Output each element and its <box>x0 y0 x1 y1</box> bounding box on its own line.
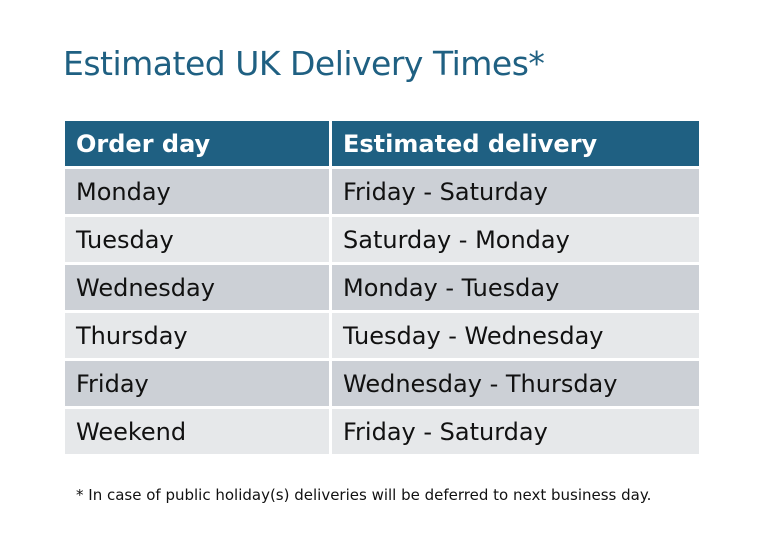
footnote: * In case of public holiday(s) deliverie… <box>76 486 652 504</box>
delivery-times-table: Order day Estimated delivery Monday Frida… <box>62 118 702 457</box>
estimated-delivery-cell: Wednesday - Thursday <box>332 361 699 406</box>
table-row: Wednesday Monday - Tuesday <box>65 265 699 310</box>
order-day-cell: Tuesday <box>65 217 329 262</box>
page-title: Estimated UK Delivery Times* <box>63 44 545 83</box>
order-day-cell: Monday <box>65 169 329 214</box>
estimated-delivery-cell: Tuesday - Wednesday <box>332 313 699 358</box>
table-row: Monday Friday - Saturday <box>65 169 699 214</box>
table-header-row: Order day Estimated delivery <box>65 121 699 166</box>
table-row: Weekend Friday - Saturday <box>65 409 699 454</box>
estimated-delivery-cell: Friday - Saturday <box>332 169 699 214</box>
table-row: Thursday Tuesday - Wednesday <box>65 313 699 358</box>
table-row: Tuesday Saturday - Monday <box>65 217 699 262</box>
table-row: Friday Wednesday - Thursday <box>65 361 699 406</box>
order-day-cell: Thursday <box>65 313 329 358</box>
header-estimated-delivery: Estimated delivery <box>332 121 699 166</box>
header-order-day: Order day <box>65 121 329 166</box>
estimated-delivery-cell: Monday - Tuesday <box>332 265 699 310</box>
estimated-delivery-cell: Friday - Saturday <box>332 409 699 454</box>
order-day-cell: Weekend <box>65 409 329 454</box>
estimated-delivery-cell: Saturday - Monday <box>332 217 699 262</box>
order-day-cell: Friday <box>65 361 329 406</box>
order-day-cell: Wednesday <box>65 265 329 310</box>
